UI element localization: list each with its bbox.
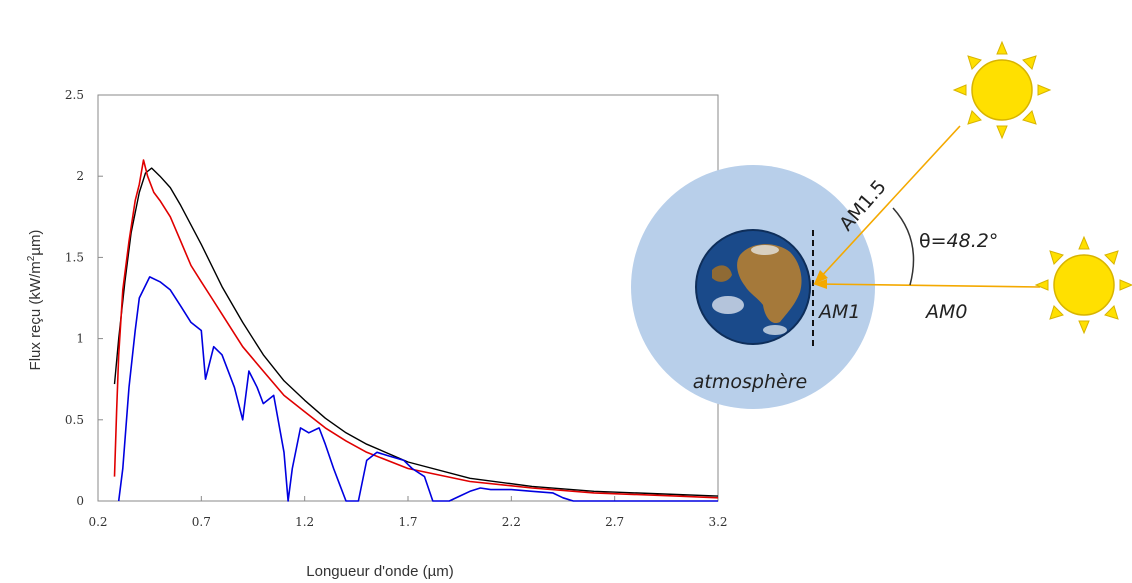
y-axis-ticks: 0 0.5 1 1.5 2 2.5: [65, 88, 103, 508]
x-axis-ticks: 0.2 0.7 1.2 1.7 2.2 2.7 3.2: [88, 496, 728, 529]
x-tick-label: 1.2: [295, 515, 314, 529]
x-axis-label: Longueur d'onde (µm): [306, 563, 453, 580]
y-axis-label-superscript: 2: [26, 255, 37, 261]
x-tick-label: 2.2: [502, 515, 521, 529]
y-tick-label: 0.5: [65, 413, 84, 427]
y-tick-label: 2.5: [65, 88, 84, 102]
spectrum-chart: 0.2 0.7 1.2 1.7 2.2 2.7 3.2 0 0.5 1 1.5 2 2.5 Longu…: [26, 88, 728, 580]
y-tick-label: 0: [76, 494, 84, 508]
sun-am15: [952, 40, 1052, 140]
theta-label: θ=48.2°: [919, 230, 998, 252]
y-tick-label: 1.5: [65, 250, 84, 264]
y-axis-label-suffix: µm): [27, 230, 44, 256]
am15-ray: [817, 125, 961, 281]
theta-angle-arc: [892, 207, 915, 286]
y-tick-label: 2: [76, 169, 84, 183]
y-axis-label-prefix: Flux reçu (kW/m: [27, 261, 44, 370]
x-tick-label: 2.7: [605, 515, 624, 529]
earth-globe: [695, 229, 811, 345]
x-tick-label: 1.7: [398, 515, 417, 529]
theta-value: =48.2°: [931, 230, 999, 252]
plot-frame: [97, 94, 719, 502]
am0-label: AM0: [924, 301, 967, 323]
am1-label: AM1: [817, 301, 860, 323]
am0-ray: [816, 283, 1041, 288]
y-axis-label: Flux reçu (kW/m2µm): [26, 230, 44, 371]
red-spectrum-line: [113, 159, 719, 499]
x-tick-label: 0.2: [88, 515, 107, 529]
black-reference-line: [113, 167, 719, 497]
y-tick-label: 1: [76, 332, 84, 346]
air-mass-diagram: AM1.5 θ=48.2° AM1 AM0 atmosphère: [631, 40, 1132, 409]
series-layer: [113, 159, 719, 502]
theta-symbol: θ: [919, 230, 931, 252]
sun-am0: [1034, 235, 1132, 335]
blue-spectrum-line: [117, 276, 718, 502]
x-tick-label: 3.2: [708, 515, 727, 529]
am0-arrowhead: [813, 279, 827, 289]
x-tick-label: 0.7: [192, 515, 211, 529]
am15-arrowhead: [814, 270, 828, 284]
atmosphere-label: atmosphère: [693, 371, 807, 393]
